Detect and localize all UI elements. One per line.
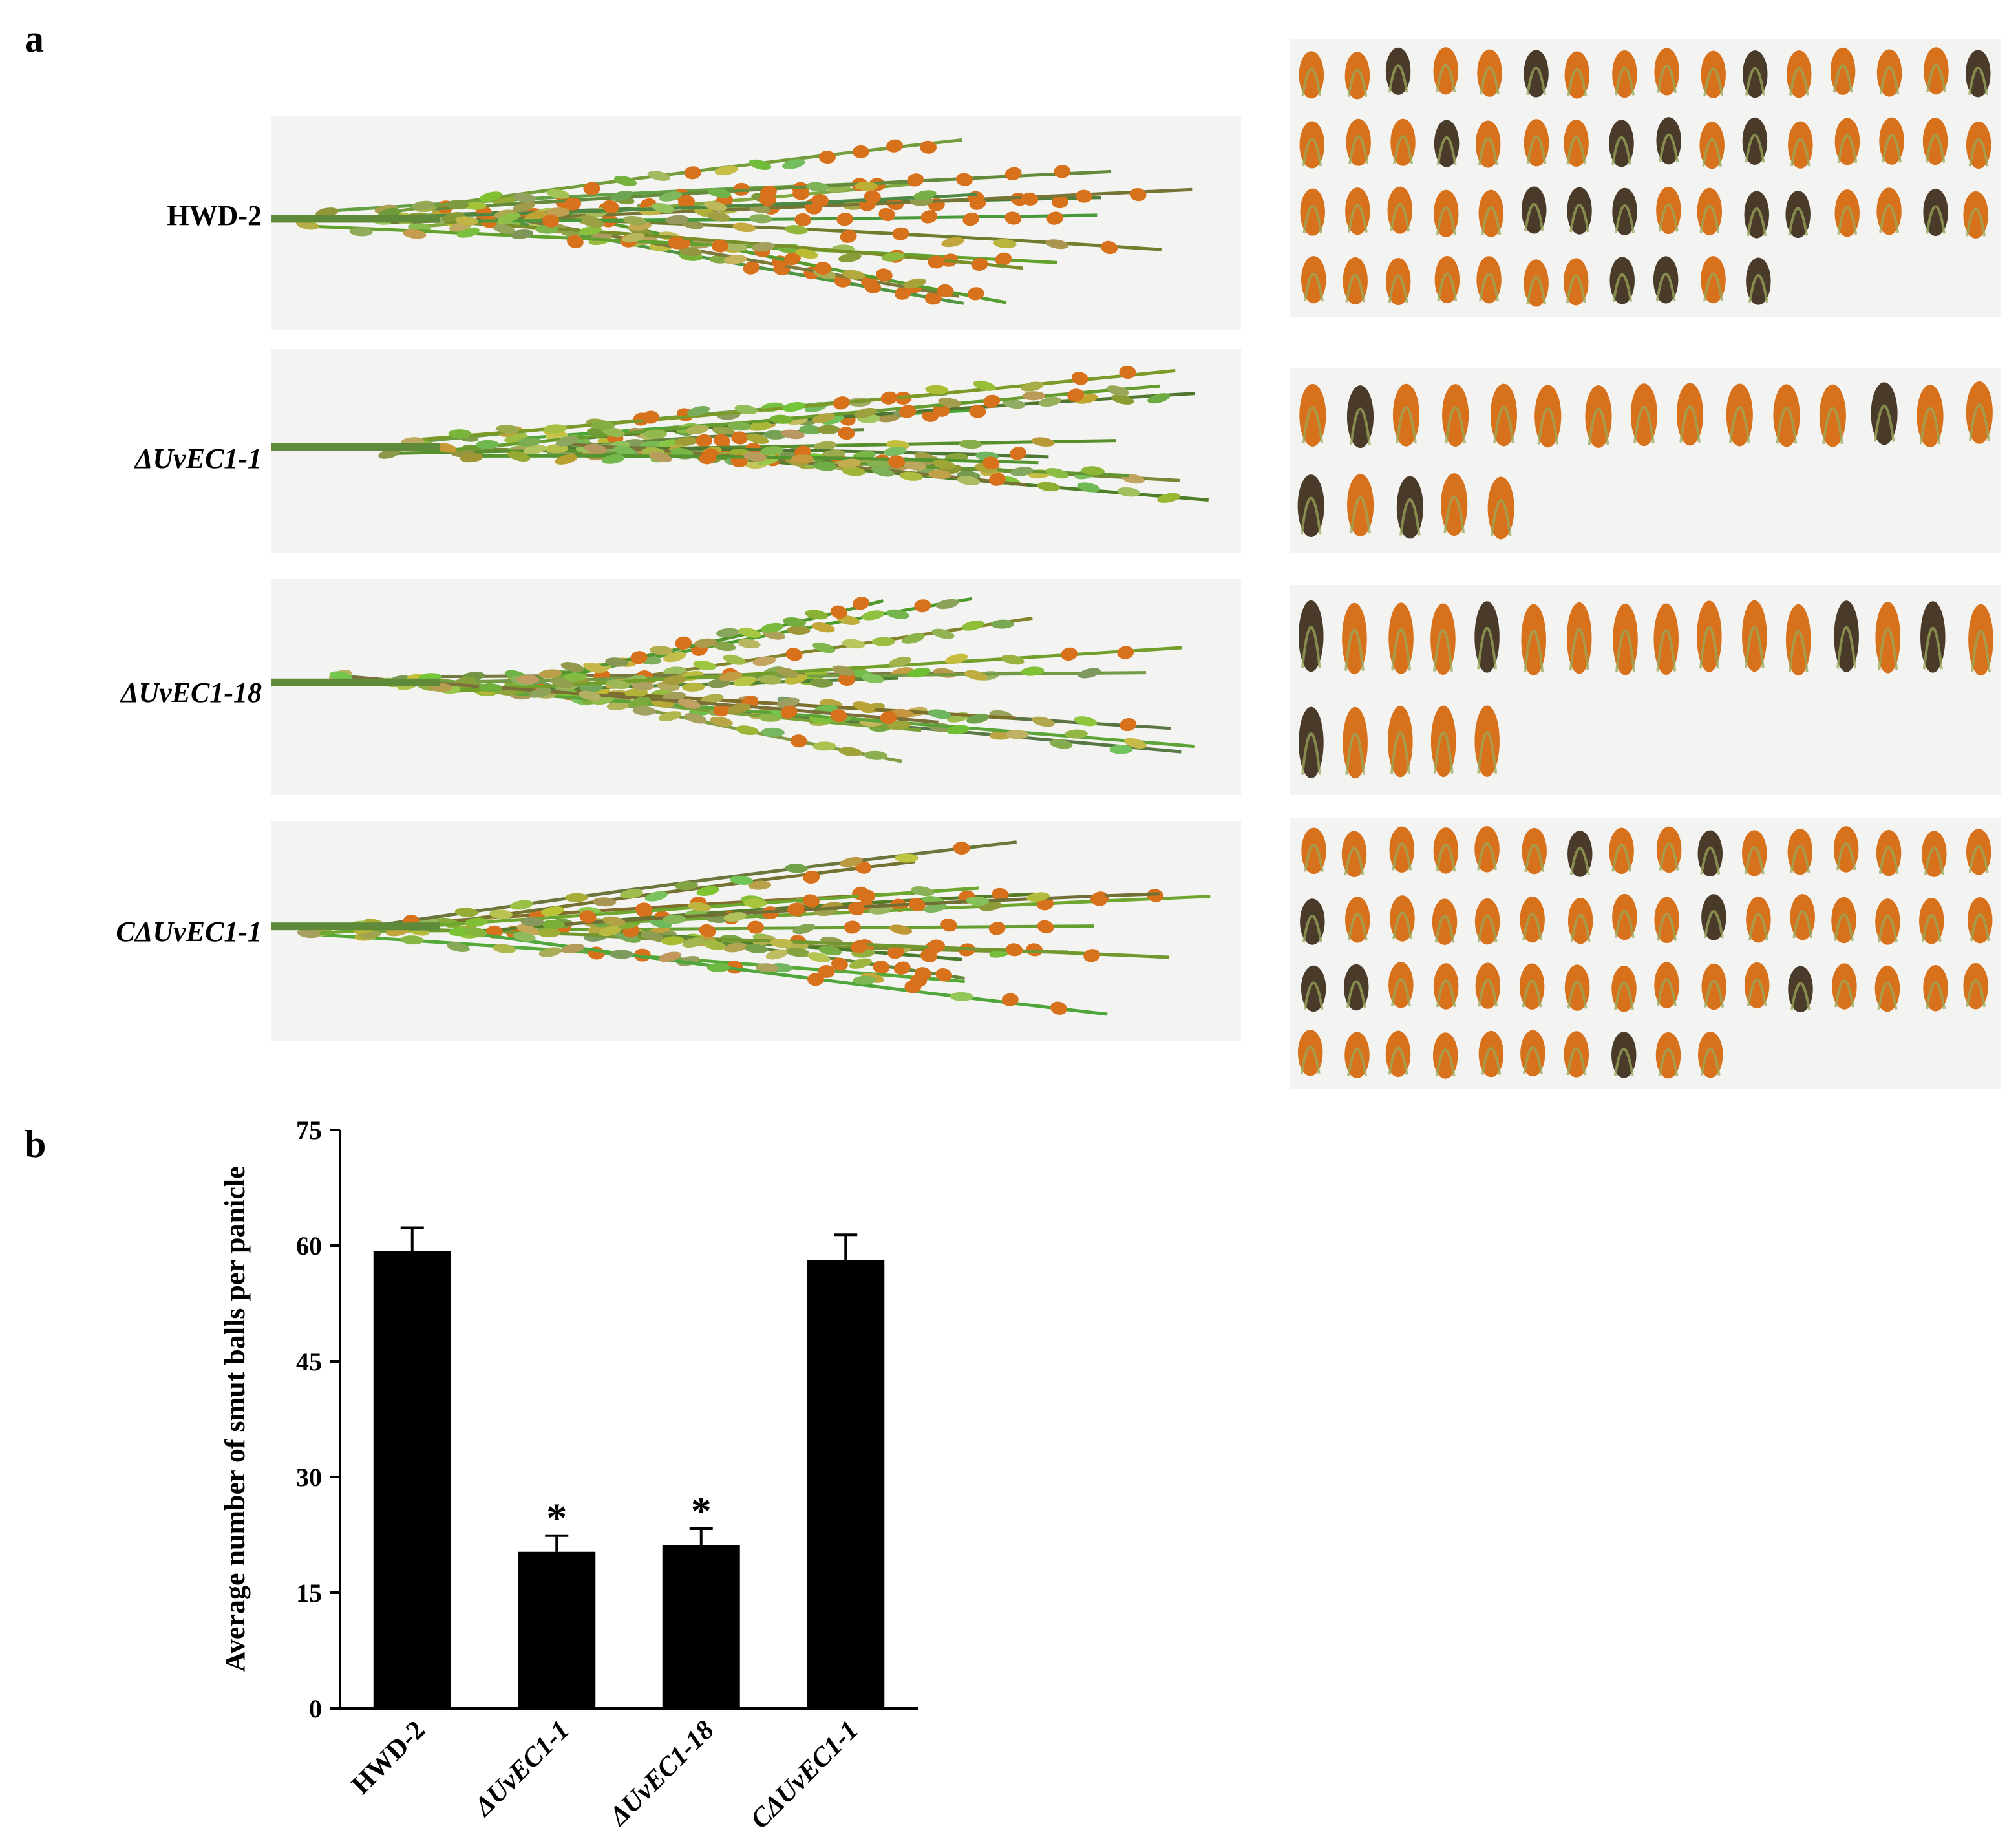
bar-3 [807,1260,885,1708]
smut-balls-photo-c-uvec1-1 [1290,818,2001,1089]
x-tick-label: ΔUvEC1-18 [603,1715,720,1832]
panel-a-letter: a [25,17,44,60]
x-tick-label: HWD-2 [346,1715,431,1801]
error-bar-0 [400,1226,424,1251]
bar-2 [662,1545,740,1708]
y-tick-label: 75 [296,1116,322,1145]
row-label-c-uvec1-1: CΔUvEC1-1 [116,916,262,948]
smut-balls-photo-uvec1-18 [1290,585,2001,795]
error-bar-3 [834,1233,858,1260]
significance-marker-2: * [691,1488,712,1534]
bar-1 [518,1551,596,1708]
x-tick-label: CΔUvEC1-1 [745,1715,865,1835]
y-tick-label: 0 [309,1694,322,1723]
y-axis-label: Average number of smut balls per panicle [219,1166,251,1672]
panicle-photo-c-uvec1-1 [271,821,1241,1041]
y-tick-label: 30 [296,1463,322,1492]
error-bar-1 [545,1534,569,1552]
y-tick-label: 60 [296,1231,322,1260]
error-bar-2 [689,1527,713,1545]
smut-balls-photo-hwd-2 [1290,39,2001,317]
y-tick-label: 15 [296,1578,322,1608]
panicle-photo-hwd-2 [271,116,1241,330]
row-label-uvec1-1: ΔUvEC1-1 [134,443,262,474]
x-tick-label: ΔUvEC1-1 [468,1715,575,1823]
panicle-photo-uvec1-1 [271,349,1241,553]
bar-0 [373,1251,451,1708]
row-label-uvec1-18: ΔUvEC1-18 [120,677,262,708]
panicle-photo-uvec1-18 [271,579,1241,795]
significance-marker-1: * [546,1495,567,1541]
panel-b-letter: b [25,1123,47,1165]
row-label-hwd-2: HWD-2 [167,200,262,231]
smut-balls-photo-uvec1-1 [1290,368,2001,553]
y-tick-label: 45 [296,1347,322,1376]
